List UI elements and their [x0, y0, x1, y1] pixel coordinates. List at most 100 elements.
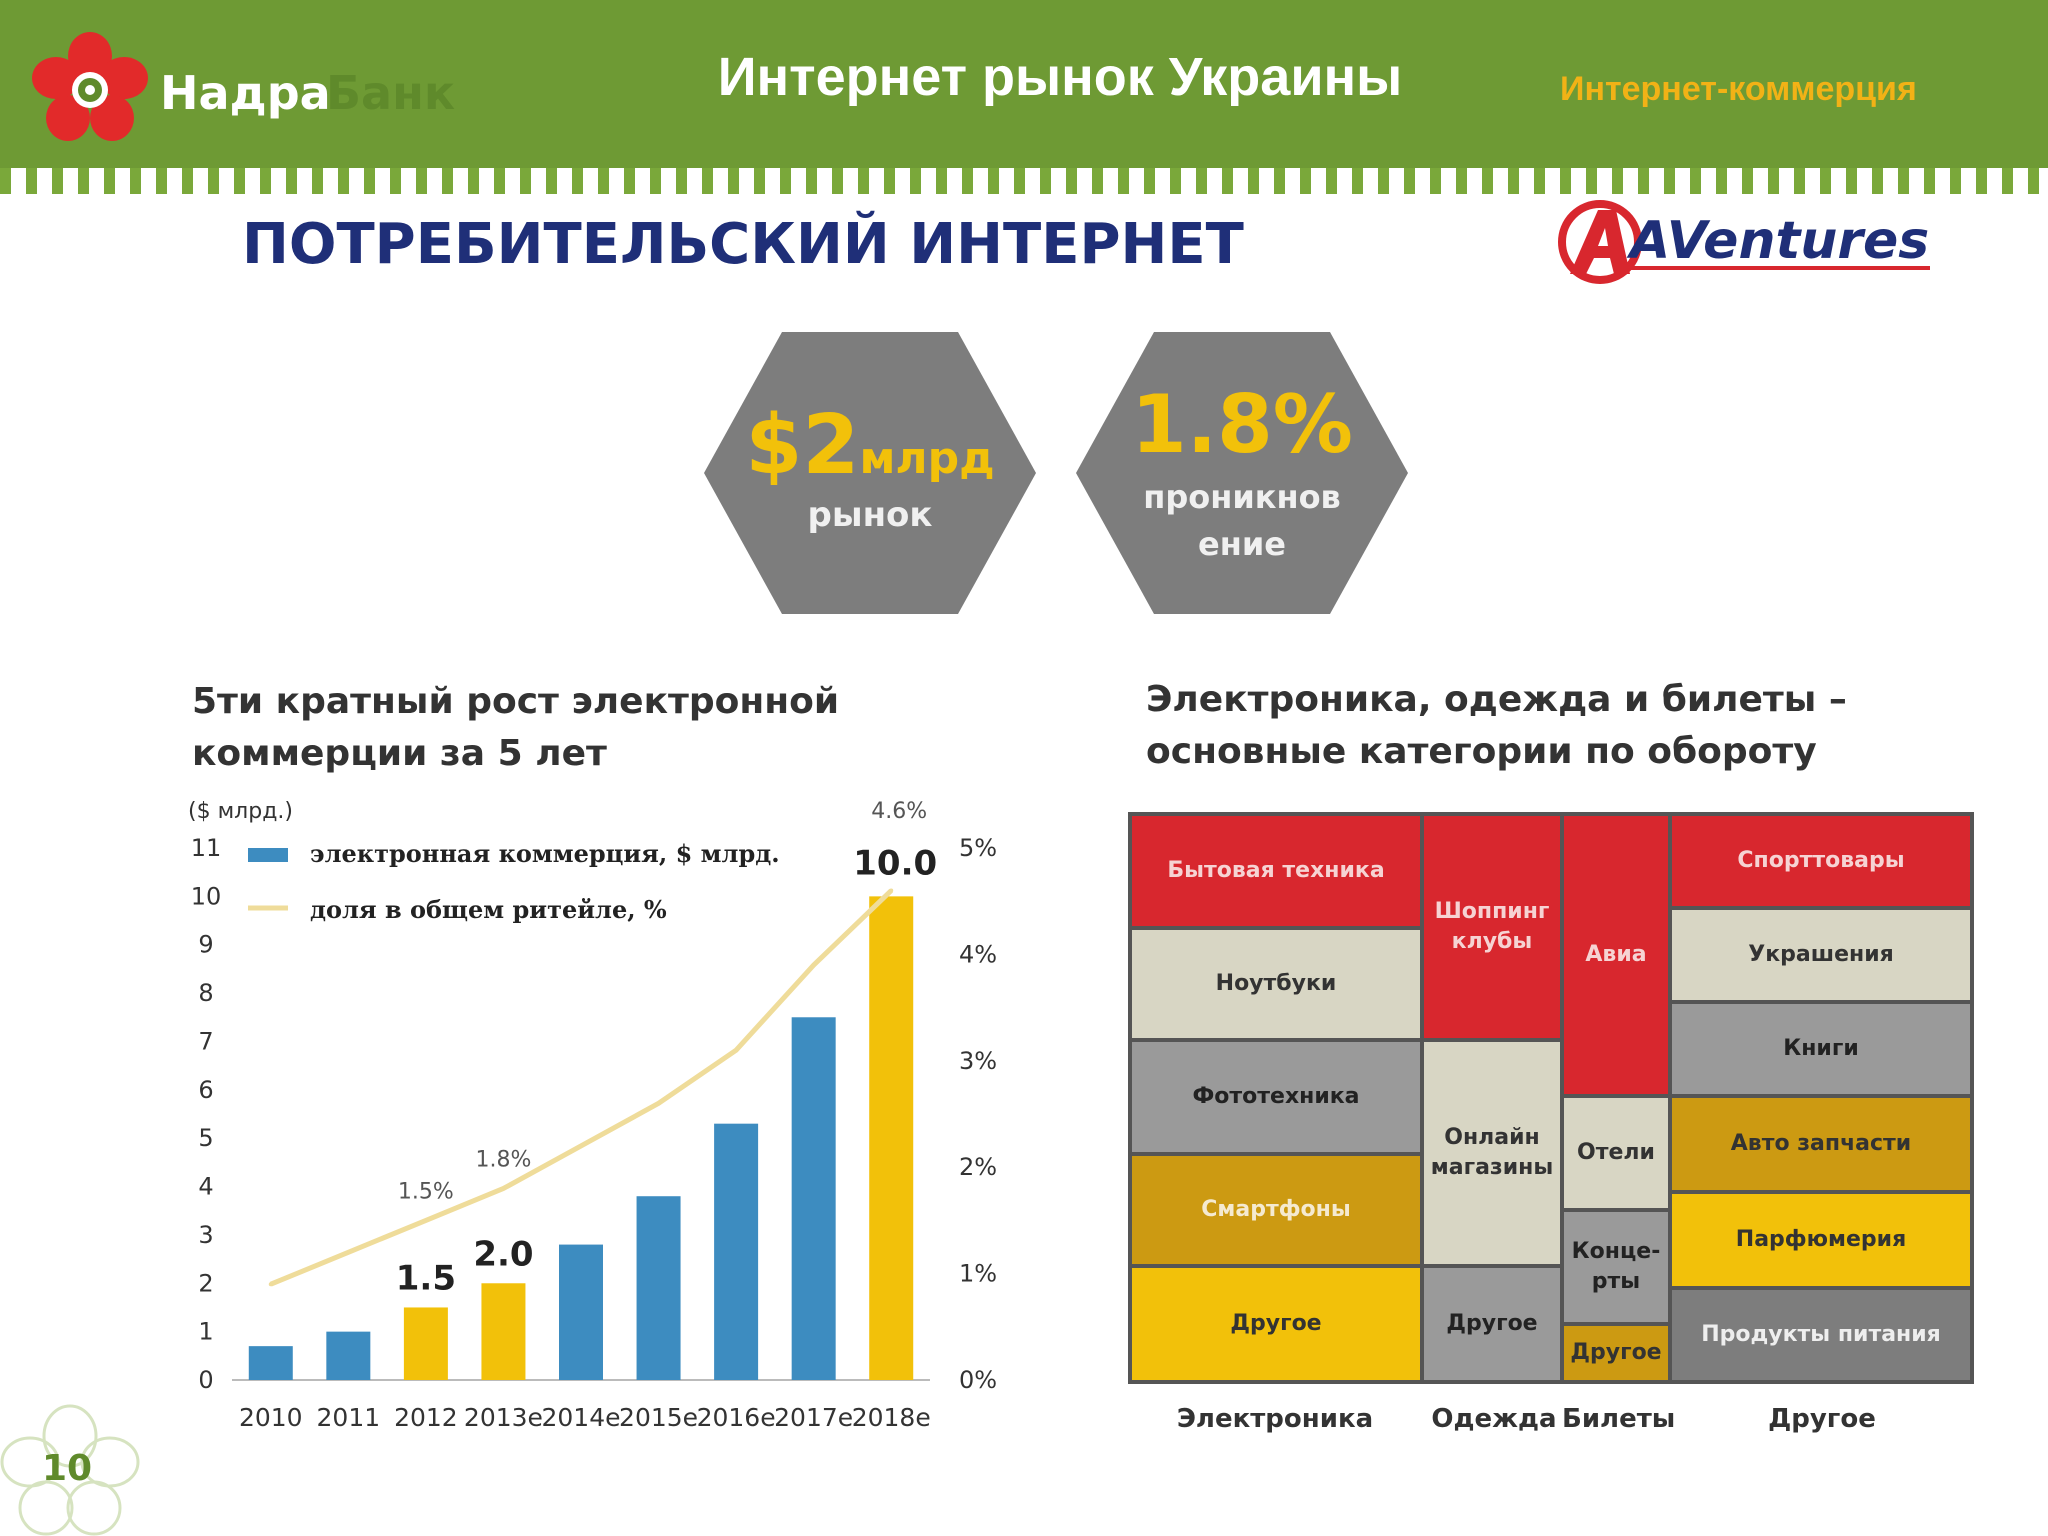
kpi-penetration-label-2: ение	[1198, 525, 1286, 563]
header-bar	[0, 0, 2048, 168]
x-tick-label: 2017e	[774, 1403, 853, 1432]
treemap-group-electronics: Электроника	[1176, 1404, 1374, 1434]
chart-title-line2: коммерции за 5 лет	[192, 733, 607, 774]
bar	[481, 1283, 526, 1380]
y-tick-label: 11	[191, 834, 222, 862]
treemap-cell: Отели	[1564, 1098, 1668, 1208]
x-tick-label: 2014e	[541, 1403, 620, 1432]
x-tick-label: 2016e	[697, 1403, 776, 1432]
logo-name-bank: Банк	[326, 66, 456, 120]
treemap-group-clothing: Одежда	[1431, 1404, 1557, 1434]
kpi-market-value: $2	[745, 398, 860, 493]
treemap-cell: Авиа	[1564, 816, 1668, 1094]
bar	[636, 1196, 681, 1380]
header-tag: Интернет-коммерция	[1560, 70, 1917, 108]
bar	[714, 1123, 759, 1380]
line-point	[734, 1048, 739, 1053]
line-value-label: 1.8%	[475, 1147, 531, 1172]
aventures-logo-text: AVentures	[1626, 211, 1929, 271]
y-tick-label: 5	[198, 1124, 213, 1152]
treemap-cell: Бытовая техника	[1132, 816, 1420, 926]
bar	[248, 1346, 293, 1380]
bar-value-label: 10.0	[853, 843, 937, 883]
treemap-cell: Украшения	[1672, 910, 1970, 1000]
y2-tick-label: 2%	[959, 1153, 997, 1181]
kpi-hexagon-penetration	[1076, 332, 1408, 614]
bar	[403, 1307, 448, 1380]
header-stripe	[0, 168, 2048, 194]
kpi-penetration: 1.8% проникнов ение	[1072, 378, 1412, 566]
x-tick-label: 2011	[317, 1403, 381, 1432]
treemap-cell: Фототехника	[1132, 1042, 1420, 1152]
treemap-cell: Шоппинг клубы	[1424, 816, 1560, 1038]
treemap-cell: Ноутбуки	[1132, 930, 1420, 1038]
y2-tick-label: 0%	[959, 1366, 997, 1394]
treemap-title: Электроника, одежда и билеты – основные …	[1146, 674, 1847, 778]
line-point	[811, 963, 816, 968]
flower-outline-icon	[0, 1404, 140, 1536]
treemap-cell: Онлайн магазины	[1424, 1042, 1560, 1264]
treemap-title-line1: Электроника, одежда и билеты –	[1146, 679, 1847, 720]
treemap-cell: Спорттовары	[1672, 816, 1970, 906]
y-tick-label: 8	[198, 979, 213, 1007]
x-tick-label: 2018e	[852, 1403, 931, 1432]
line-point	[346, 1250, 351, 1255]
kpi-penetration-value: 1.8%	[1131, 378, 1353, 471]
kpi-market-label: рынок	[807, 495, 933, 535]
y2-tick-label: 4%	[959, 940, 997, 968]
treemap-cell: Другое	[1564, 1326, 1668, 1380]
page-number: 10	[42, 1448, 93, 1489]
line-point	[423, 1218, 428, 1223]
line-value-label: 1.5%	[398, 1179, 454, 1204]
line-point	[579, 1143, 583, 1148]
treemap-cell: Парфюмерия	[1672, 1194, 1970, 1286]
bar	[869, 896, 914, 1380]
y-tick-label: 9	[198, 931, 213, 959]
chart-title-line1: 5ти кратный рост электронной	[192, 681, 840, 722]
treemap-cell: Другое	[1424, 1268, 1560, 1380]
y-tick-label: 6	[198, 1076, 213, 1104]
y-axis-label: ($ млрд.)	[188, 799, 293, 824]
aventures-logo: AVentures	[1558, 200, 1930, 284]
treemap-cell: Конце-рты	[1564, 1212, 1668, 1322]
kpi-hexagon-market	[704, 332, 1036, 614]
treemap-group-tickets: Билеты	[1562, 1404, 1676, 1434]
treemap: Бытовая техника Ноутбуки Фототехника Сма…	[1128, 812, 1974, 1384]
bar	[326, 1331, 371, 1380]
legend-label-ecommerce: электронная коммерция, $ млрд.	[310, 839, 780, 868]
line-point	[656, 1101, 661, 1106]
line-point	[501, 1186, 506, 1191]
legend-swatch-ecommerce	[248, 848, 288, 862]
bar-value-label: 1.5	[396, 1258, 456, 1298]
chart-title: 5ти кратный рост электронной коммерции з…	[192, 676, 839, 780]
line-point	[268, 1282, 273, 1287]
logo-name: Надра	[160, 66, 331, 120]
treemap-title-line2: основные категории по обороту	[1146, 731, 1817, 772]
legend-label-share: доля в общем ритейле, %	[310, 895, 667, 924]
kpi-market-unit: млрд	[859, 433, 995, 484]
y-tick-label: 3	[198, 1221, 213, 1249]
ecommerce-growth-chart: 0 1 2 3 4 5 6 7 8 9 10 11 0% 1% 2% 3% 4% 5% ($ млрд.) 2010 2…	[188, 799, 997, 1432]
bar	[559, 1244, 603, 1380]
treemap-cell: Продукты питания	[1672, 1290, 1970, 1380]
y-tick-label: 2	[198, 1269, 213, 1297]
kpi-penetration-label-1: проникнов	[1143, 478, 1341, 516]
treemap-cell: Другое	[1132, 1268, 1420, 1380]
x-tick-label: 2010	[239, 1403, 303, 1432]
treemap-cell: Авто запчасти	[1672, 1098, 1970, 1190]
y2-tick-label: 1%	[959, 1260, 997, 1288]
page-title: Интернет рынок Украины	[717, 47, 1403, 107]
treemap-cell: Книги	[1672, 1004, 1970, 1094]
y-tick-label: 10	[191, 882, 222, 910]
x-tick-label: 2013e	[464, 1403, 543, 1432]
y-tick-label: 4	[198, 1173, 213, 1201]
y-tick-label: 0	[198, 1366, 213, 1394]
flower-logo-icon	[32, 32, 148, 141]
bar-value-label: 2.0	[473, 1234, 533, 1274]
y2-tick-label: 5%	[959, 834, 997, 862]
kpi-market: $2млрд рынок	[700, 398, 1040, 535]
y2-tick-label: 3%	[959, 1047, 997, 1075]
section-title: ПОТРЕБИТЕЛЬСКИЙ ИНТЕРНЕТ	[242, 212, 1244, 277]
y-tick-label: 7	[198, 1027, 213, 1055]
treemap-group-other: Другое	[1768, 1404, 1876, 1434]
